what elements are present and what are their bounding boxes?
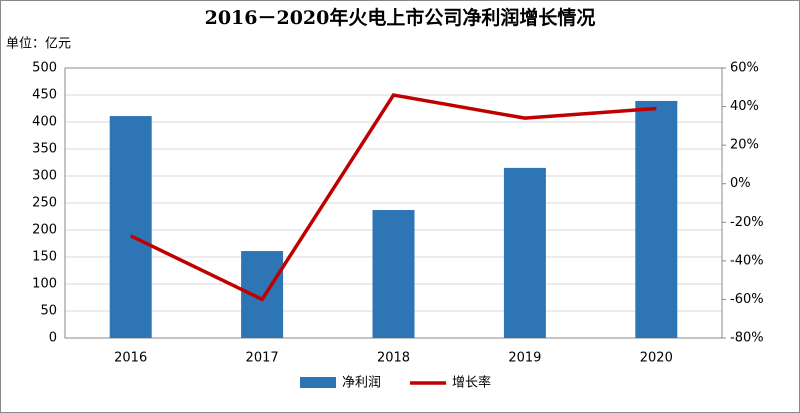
y-tick-label: 500	[32, 61, 57, 76]
y-tick-label: 200	[32, 223, 57, 238]
bar	[635, 100, 678, 338]
y-tick-label: 0	[49, 331, 57, 346]
x-tick-label: 2020	[640, 351, 673, 366]
bar	[241, 251, 284, 338]
legend-label: 净利润	[342, 376, 381, 391]
y-tick-label: 100	[32, 277, 57, 292]
y2-tick-label: -20%	[730, 215, 764, 230]
y2-tick-label: 20%	[730, 138, 759, 153]
x-tick-label: 2016	[114, 351, 147, 366]
chart-title: 2016－2020年火电上市公司净利润增长情况	[205, 6, 596, 29]
x-tick-label: 2017	[246, 351, 279, 366]
y2-tick-label: 60%	[730, 61, 759, 76]
y-tick-label: 450	[32, 88, 57, 103]
bar	[503, 167, 546, 338]
legend-label: 增长率	[452, 375, 491, 391]
bar	[372, 210, 415, 338]
y-tick-label: 50	[40, 304, 57, 319]
y2-tick-label: -60%	[730, 292, 764, 307]
legend-swatch	[300, 377, 336, 388]
bar	[109, 116, 152, 338]
y-tick-label: 250	[32, 196, 57, 211]
y-tick-label: 150	[32, 250, 57, 265]
x-tick-label: 2018	[377, 351, 410, 366]
y2-tick-label: -40%	[730, 253, 764, 268]
line	[129, 93, 657, 302]
y-tick-label: 350	[32, 142, 57, 157]
y-axis-label: 单位：亿元	[6, 37, 71, 52]
y2-tick-label: -80%	[730, 331, 764, 346]
y2-tick-label: 40%	[730, 99, 759, 114]
y-tick-label: 400	[32, 115, 57, 130]
y2-tick-label: 0%	[730, 176, 751, 191]
x-tick-label: 2019	[508, 351, 541, 366]
y-tick-label: 300	[32, 169, 57, 184]
